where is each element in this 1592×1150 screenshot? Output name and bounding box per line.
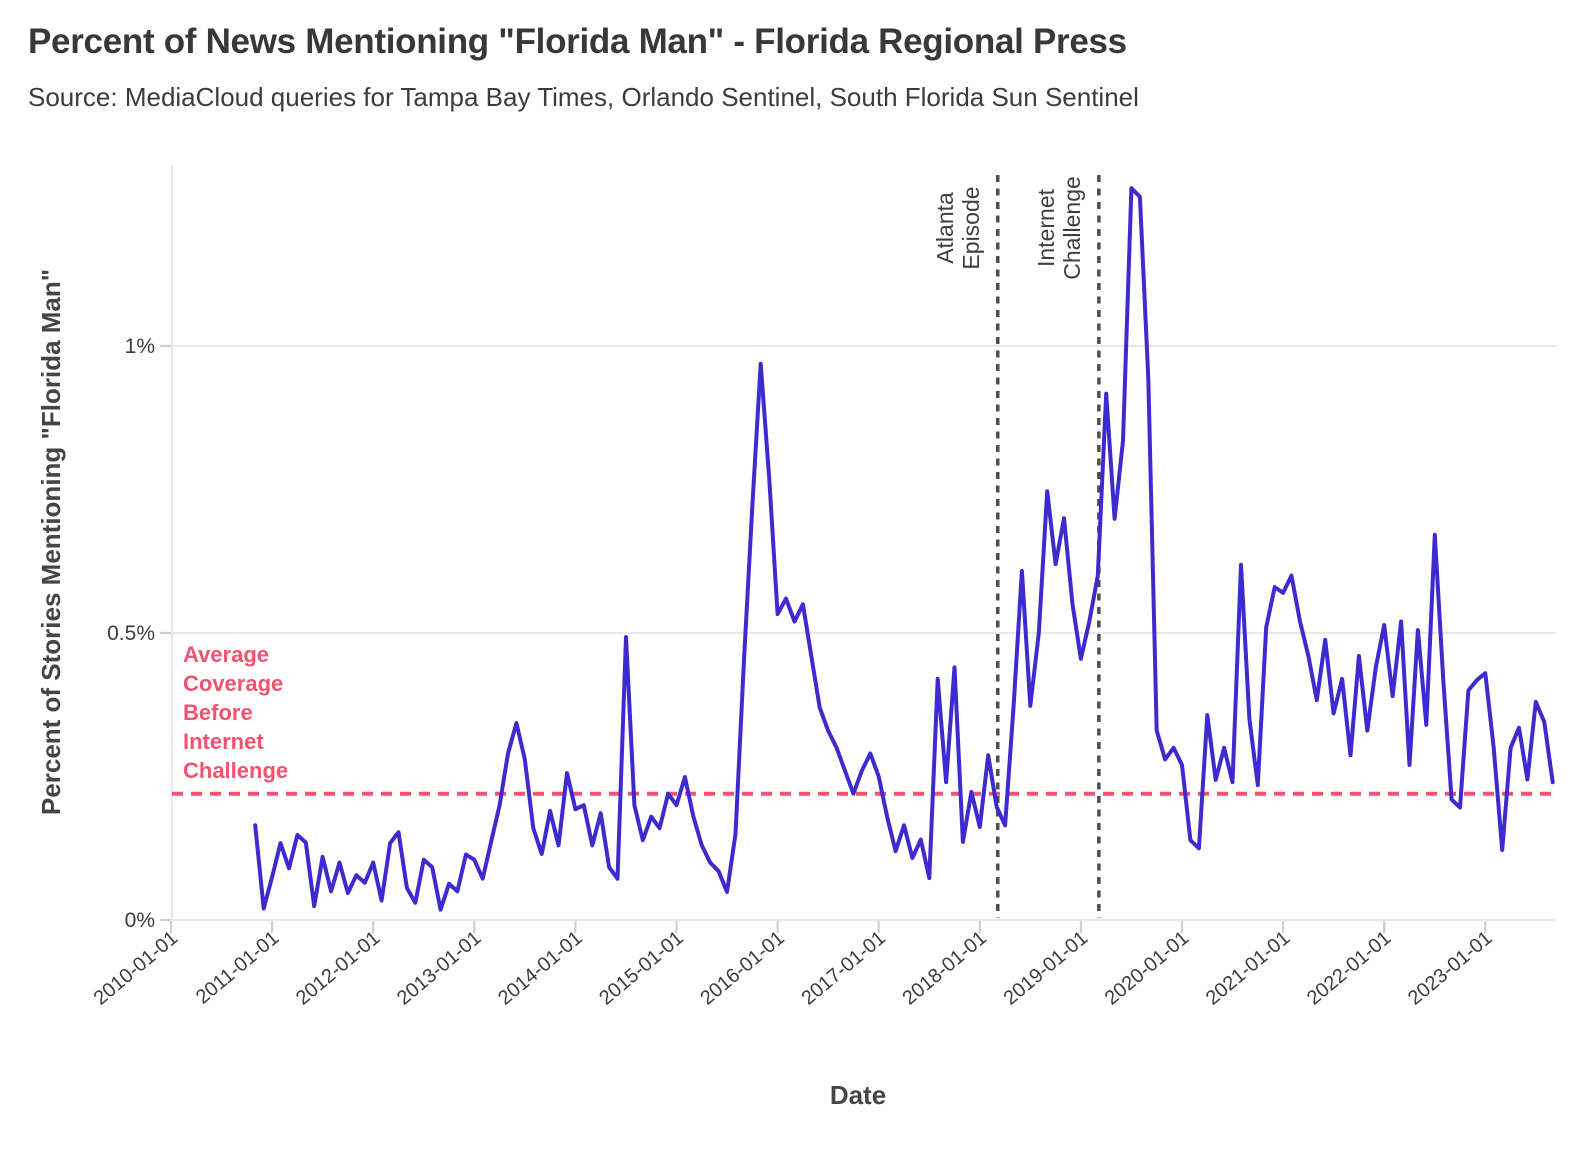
average-annotation-line: Average (183, 642, 270, 667)
event-label: Episode (958, 186, 984, 269)
average-annotation-line: Challenge (183, 758, 289, 783)
x-axis-title: Date (830, 1080, 886, 1110)
axis-ticks (160, 344, 1487, 933)
y-tick-label: 0.5% (107, 622, 155, 645)
x-tick-label: 2020-01-01 (1101, 927, 1194, 1010)
x-tick-label: 2023-01-01 (1404, 927, 1497, 1010)
x-tick-label: 2011-01-01 (192, 927, 283, 1009)
average-annotation-line: Coverage (183, 671, 284, 696)
x-tick-label: 2019-01-01 (1000, 927, 1093, 1010)
x-tick-label: 2015-01-01 (595, 927, 688, 1010)
chart-title: Percent of News Mentioning "Florida Man"… (28, 22, 1127, 61)
x-tick-label: 2022-01-01 (1303, 927, 1396, 1010)
event-label: Challenge (1059, 176, 1085, 280)
x-tick-label: 2013-01-01 (393, 927, 486, 1010)
x-tick-label: 2018-01-01 (898, 927, 991, 1010)
data-series (253, 186, 1555, 912)
average-annotation-line: Before (183, 700, 253, 725)
y-axis-title: Percent of Stories Mentioning "Florida M… (36, 269, 66, 815)
axis-labels: 0%0.5%1%2010-01-01 2011-01-01 2012-01-01 20… (90, 176, 1497, 1009)
y-tick-label: 0% (125, 909, 155, 932)
average-annotation-line: Internet (183, 729, 264, 754)
x-tick-label: 2016-01-01 (696, 927, 789, 1010)
x-tick-label: 2014-01-01 (494, 927, 587, 1010)
reference-lines (172, 175, 1556, 918)
x-tick-label: 2017-01-01 (797, 927, 890, 1010)
y-tick-label: 1% (125, 335, 155, 358)
x-tick-label: 2021-01-01 (1202, 927, 1295, 1010)
chart-subtitle: Source: MediaCloud queries for Tampa Bay… (28, 82, 1139, 112)
event-label: Internet (1033, 188, 1059, 267)
series-line (253, 186, 1555, 912)
event-label: Atlanta (932, 192, 958, 264)
average-line-annotation: Average Coverage Before Internet Challenge (183, 640, 288, 785)
grid-lines (171, 165, 1556, 921)
x-tick-label: 2012-01-01 (292, 927, 385, 1010)
x-tick-label: 2010-01-01 (90, 927, 183, 1010)
